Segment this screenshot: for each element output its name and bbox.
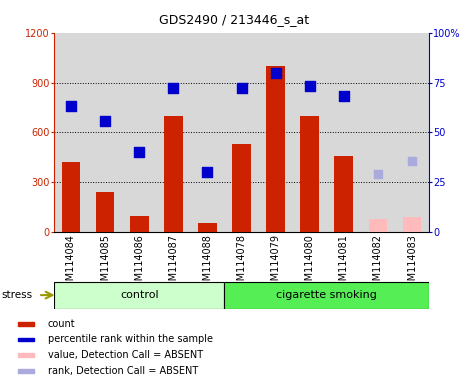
Text: percentile rank within the sample: percentile rank within the sample (48, 334, 212, 344)
Bar (18, 353, 35, 357)
Text: count: count (48, 319, 76, 329)
Point (374, 171, 382, 177)
Bar (403, 217, 422, 232)
Bar (266, 66, 285, 232)
Bar (293, 33, 327, 232)
Bar (395, 33, 429, 232)
Bar (122, 33, 156, 232)
Text: stress: stress (1, 290, 32, 300)
Bar (18, 338, 35, 341)
Point (170, 84, 177, 91)
Point (67, 103, 75, 109)
Point (340, 93, 348, 99)
Bar (164, 116, 183, 232)
Text: rank, Detection Call = ABSENT: rank, Detection Call = ABSENT (48, 366, 198, 376)
Bar (327, 33, 361, 232)
Point (204, 169, 211, 175)
Bar (88, 33, 122, 232)
Text: control: control (120, 290, 159, 300)
Bar (18, 322, 35, 326)
Point (101, 118, 109, 124)
Text: cigarette smoking: cigarette smoking (276, 290, 377, 300)
Text: value, Detection Call = ABSENT: value, Detection Call = ABSENT (48, 350, 203, 360)
Text: GDS2490 / 213446_s_at: GDS2490 / 213446_s_at (159, 13, 310, 26)
Bar (198, 223, 217, 232)
Bar (369, 219, 387, 232)
Bar (61, 162, 80, 232)
Point (136, 149, 143, 156)
Bar (225, 33, 258, 232)
Bar (334, 156, 353, 232)
FancyBboxPatch shape (54, 281, 225, 309)
Bar (232, 144, 251, 232)
Bar (300, 116, 319, 232)
FancyBboxPatch shape (225, 281, 429, 309)
Point (272, 70, 280, 76)
Point (408, 158, 416, 164)
Bar (156, 33, 190, 232)
Point (306, 83, 313, 89)
Bar (190, 33, 225, 232)
Bar (130, 216, 149, 232)
Bar (361, 33, 395, 232)
Point (238, 84, 245, 91)
Bar (54, 33, 88, 232)
Bar (18, 369, 35, 373)
Bar (258, 33, 293, 232)
Bar (96, 192, 114, 232)
